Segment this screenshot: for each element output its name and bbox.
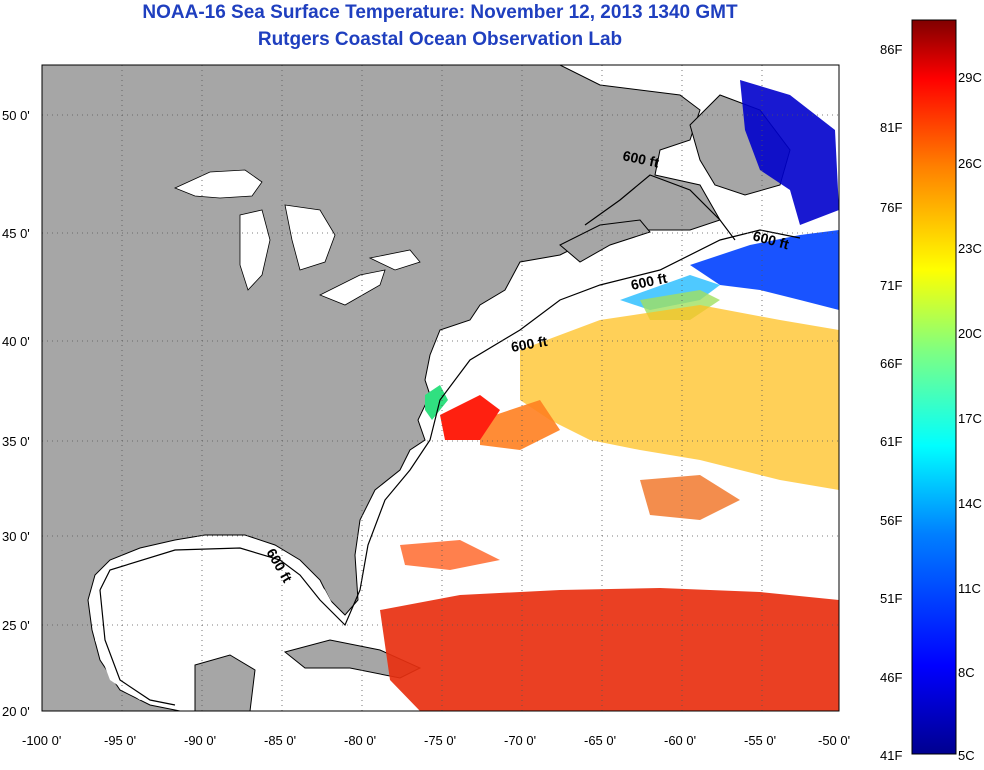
lon-tick-label: -55 0' [744,733,776,748]
colorbar-f-label: 66F [880,356,902,371]
lon-tick-label: -60 0' [664,733,696,748]
lake-superior [173,169,263,199]
colorbar-c-label: 8C [958,665,975,680]
contour-label: 600 ft [621,147,660,170]
lon-tick-label: -50 0' [818,733,850,748]
lat-tick-label: 30 0' [2,529,30,544]
colorbar-c-label: 20C [958,326,982,341]
lat-tick-label: 50 0' [2,108,30,123]
gulf-of-mexico [95,540,340,700]
colorbar-f-label: 86F [880,42,902,57]
contour-600ft-gulf [99,589,176,706]
lat-tick-label: 20 0' [2,704,30,719]
colorbar-f-label: 41F [880,748,902,763]
colorbar-f-label: 51F [880,591,902,606]
colorbar-f-label: 71F [880,278,902,293]
lon-tick-label: -100 0' [22,733,61,748]
colorbar-c-label: 26C [958,156,982,171]
colorbar [911,19,957,755]
lat-tick-label: 25 0' [2,618,30,633]
lon-tick-labels: -100 0' -95 0' -90 0' -85 0' -80 0' -75 … [22,733,850,748]
lat-tick-labels: 50 0' 45 0' 40 0' 35 0' 30 0' 25 0' 20 0… [2,108,30,719]
lon-tick-label: -85 0' [264,733,296,748]
land-yucatan [194,654,256,711]
lon-tick-label: -95 0' [104,733,136,748]
lake-michigan-huron [239,204,336,291]
lat-tick-label: 35 0' [2,434,30,449]
map-subtitle: Rutgers Coastal Ocean Observation Lab [257,29,623,50]
land-nova-scotia [559,219,651,263]
colorbar-c-label: 11C [958,581,981,596]
lon-tick-label: -75 0' [424,733,456,748]
colorbar-f-label: 61F [880,434,902,449]
contour-600ft-north [584,174,736,241]
lake-erie-ontario [319,249,421,306]
lon-tick-label: -80 0' [344,733,376,748]
colorbar-c-label: 14C [958,496,982,511]
lon-tick-label: -65 0' [584,733,616,748]
lon-tick-label: -70 0' [504,733,536,748]
map-title: NOAA-16 Sea Surface Temperature: Novembe… [142,2,738,23]
colorbar-f-labels: 86F 81F 76F 71F 66F 61F 56F 51F 46F 41F [880,42,902,763]
colorbar-c-label: 5C [958,748,975,763]
colorbar-f-label: 56F [880,513,902,528]
contour-600ft [99,229,801,627]
land-north-america [42,65,721,711]
contour-label: 600 ft [510,333,549,355]
colorbar-f-label: 81F [880,120,902,135]
colorbar-c-label: 17C [958,411,982,426]
lat-tick-label: 40 0' [2,334,30,349]
colorbar-c-labels: 29C 26C 23C 20C 17C 14C 11C 8C 5C [958,70,982,763]
contour-label: 600 ft [629,270,668,293]
colorbar-f-label: 76F [880,200,902,215]
colorbar-c-label: 23C [958,241,982,256]
map-frame [41,64,840,712]
lon-tick-label: -90 0' [184,733,216,748]
colorbar-c-label: 29C [958,70,982,85]
colorbar-f-label: 46F [880,670,902,685]
sst-data-layer [380,80,839,711]
lat-tick-label: 45 0' [2,226,30,241]
